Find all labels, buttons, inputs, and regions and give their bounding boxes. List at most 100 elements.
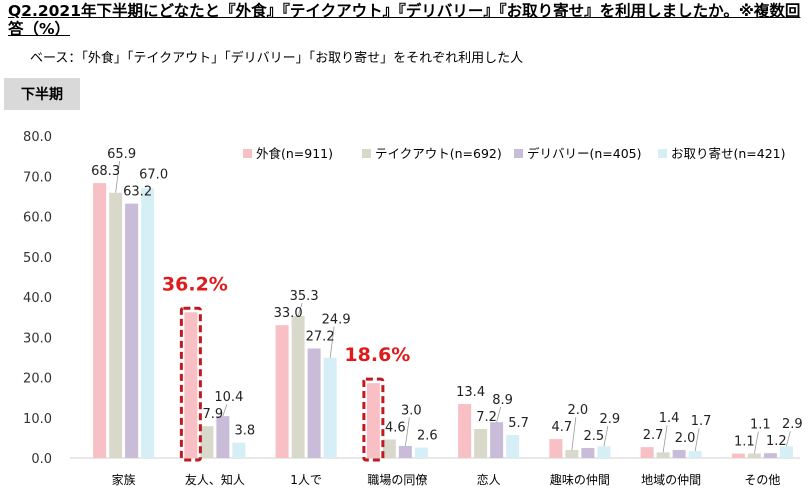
bar — [366, 383, 380, 458]
bar — [747, 453, 761, 458]
bar — [549, 439, 563, 458]
bar — [565, 449, 579, 458]
leader-line — [694, 427, 700, 452]
bar — [779, 446, 793, 458]
bar — [184, 312, 198, 458]
highlight-label: 36.2% — [162, 273, 228, 295]
leader-line — [115, 161, 121, 193]
bar — [307, 348, 321, 458]
data-label: 35.3 — [290, 289, 319, 304]
bar — [688, 451, 702, 458]
leader-lines — [115, 161, 791, 454]
bar — [232, 442, 246, 458]
bar — [93, 183, 107, 458]
data-label: 65.9 — [107, 147, 136, 162]
legend-label: 外食(n=911) — [256, 146, 333, 161]
bar — [125, 203, 139, 458]
leader-line — [222, 404, 228, 417]
leader-line — [329, 326, 335, 358]
bar — [731, 453, 745, 458]
category-label: 家族 — [112, 472, 136, 487]
bar — [474, 429, 488, 458]
bar — [506, 435, 520, 458]
data-label: 3.8 — [235, 424, 256, 439]
highlights: 36.2% 18.6% — [162, 273, 410, 462]
data-label: 33.0 — [274, 306, 303, 321]
data-label: 5.7 — [508, 416, 529, 431]
data-label: 7.2 — [476, 410, 497, 425]
y-tick-label: 20.0 — [23, 372, 52, 387]
data-label: 4.7 — [552, 420, 573, 435]
bar — [458, 404, 472, 458]
leader-line — [753, 431, 759, 454]
bar — [490, 422, 504, 458]
data-label: 1.1 — [734, 435, 755, 450]
category-label: 地域の仲間 — [641, 473, 701, 487]
data-label: 2.6 — [417, 429, 438, 444]
period-badge: 下半期 — [4, 78, 80, 110]
leader-line — [571, 417, 577, 450]
data-label: 27.2 — [306, 330, 335, 345]
y-tick-label: 30.0 — [23, 331, 52, 346]
legend-label: デリバリー(n=405) — [527, 146, 642, 161]
bar — [382, 439, 396, 458]
bars — [93, 183, 793, 458]
category-label: 恋人 — [477, 472, 501, 487]
data-label: 4.6 — [385, 420, 406, 435]
data-label: 68.3 — [91, 164, 120, 179]
leader-line — [496, 406, 502, 423]
data-label: 1.1 — [750, 418, 771, 433]
y-tick-label: 50.0 — [23, 251, 52, 266]
y-tick-label: 10.0 — [23, 412, 52, 427]
bar — [763, 453, 777, 458]
leader-line — [297, 303, 303, 317]
bar — [200, 426, 214, 458]
data-labels: 68.3 65.9 63.2 67.0 7.9 10.4 3.8 33.0 35.3 27.2 24… — [91, 147, 803, 449]
data-label: 67.0 — [139, 168, 168, 183]
leader-line — [603, 425, 609, 447]
data-label: 2.0 — [675, 431, 696, 446]
data-label: 63.2 — [123, 185, 152, 200]
highlight-box — [362, 377, 385, 462]
leader-line — [404, 417, 410, 446]
bar — [398, 445, 412, 458]
bar — [414, 447, 428, 458]
bar — [656, 452, 670, 458]
category-label: 職場の同僚 — [367, 472, 427, 487]
question-title: Q2.2021年下半期にどなたと『外食』『テイクアウト』『デリバリー』『お取り寄… — [8, 2, 801, 38]
legend-swatch — [362, 149, 371, 158]
category-labels: 家族 友人、知人 1人で 職場の同僚 恋人 趣味の仲間 地域の仲間 その他 — [112, 472, 781, 487]
category-label: その他 — [744, 473, 780, 487]
y-tick-label: 70.0 — [23, 170, 52, 185]
leader-line — [785, 431, 791, 447]
bar — [323, 357, 337, 458]
leader-line — [662, 425, 668, 453]
data-label: 2.9 — [782, 417, 803, 432]
category-label: 趣味の仲間 — [550, 472, 610, 487]
category-label: 1人で — [290, 473, 322, 487]
data-label: 1.7 — [691, 414, 712, 429]
bar — [581, 447, 595, 458]
bar — [141, 188, 155, 458]
legend-swatch — [243, 149, 252, 158]
y-tick-label: 0.0 — [31, 452, 52, 467]
data-label: 24.9 — [322, 313, 351, 328]
legend-swatch — [658, 149, 667, 158]
bar — [291, 315, 305, 458]
data-label: 7.9 — [203, 407, 224, 422]
data-label: 10.4 — [214, 390, 243, 405]
data-label: 13.4 — [456, 385, 485, 400]
base-note: ベース：「外食」「テイクアウト」「デリバリー」「お取り寄せ」をそれぞれ利用した人 — [30, 51, 524, 66]
y-tick-label: 80.0 — [23, 130, 52, 145]
data-label: 2.0 — [568, 403, 589, 418]
data-label: 8.9 — [492, 393, 513, 408]
bar — [672, 449, 686, 458]
bar — [109, 192, 123, 458]
data-label: 1.4 — [659, 411, 680, 426]
bar — [275, 325, 289, 458]
data-label: 2.7 — [643, 428, 664, 443]
data-label: 1.2 — [766, 434, 787, 449]
legend-label: テイクアウト(n=692) — [375, 146, 502, 161]
legend-label: お取り寄せ(n=421) — [671, 146, 786, 161]
